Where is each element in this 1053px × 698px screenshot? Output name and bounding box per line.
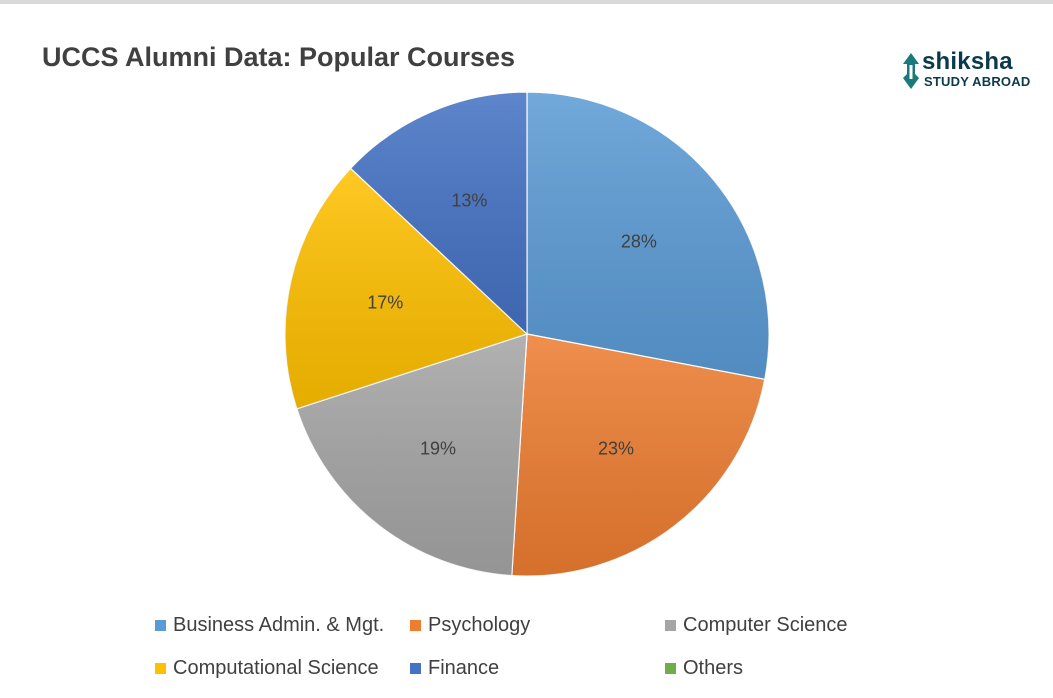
- legend-swatch: [410, 619, 421, 631]
- slice-computational-science-shading: [285, 168, 527, 409]
- data-label-psychology: 23%: [598, 439, 634, 459]
- slice-computer-science-shading: [296, 334, 527, 576]
- legend-label: Psychology: [428, 613, 531, 636]
- legend-swatch: [155, 662, 166, 674]
- legend-item-finance: Finance: [410, 656, 499, 680]
- data-label-computer-science: 19%: [420, 439, 456, 459]
- legend-label: Others: [683, 656, 744, 679]
- legend-item-psychology: Psychology: [410, 613, 530, 637]
- pie-data-labels: 28% 23% 19% 17% 13%: [367, 191, 657, 459]
- legend-swatch: [155, 619, 166, 631]
- slice-business-admin-mgt-shading: [527, 92, 769, 380]
- legend-item-computer-science: Computer Science: [665, 613, 848, 637]
- slice-computer-science: [296, 333, 528, 577]
- slice-computational-science: [284, 167, 529, 410]
- legend-swatch: [665, 662, 676, 674]
- legend-swatch: [410, 662, 421, 674]
- chart-title: UCCS Alumni Data: Popular Courses: [42, 42, 516, 72]
- pen-nib-icon: [903, 53, 919, 89]
- legend-label: Business Admin. & Mgt.: [173, 613, 385, 636]
- legend-item-others: Others: [665, 656, 743, 680]
- legend-swatch: [665, 619, 676, 631]
- data-label-computational-science: 17%: [367, 292, 403, 312]
- legend-label: Finance: [428, 656, 500, 679]
- data-label-business-admin-mgt: 28%: [621, 231, 657, 251]
- logo-subtitle: STUDY ABROAD: [924, 74, 1031, 89]
- slice-finance: [349, 91, 528, 336]
- slice-business-admin-mgt: [526, 91, 770, 381]
- top-divider: [0, 0, 1053, 4]
- legend-label: Computational Science: [173, 656, 379, 679]
- legend-item-computational-science: Computational Science: [155, 656, 379, 680]
- logo-wordmark: shiksha: [922, 48, 1013, 75]
- data-label-finance: 13%: [451, 191, 487, 211]
- slice-psychology: [511, 333, 766, 577]
- shiksha-logo: shiksha STUDY ABROAD: [900, 48, 1040, 94]
- slice-psychology-shading: [511, 334, 765, 576]
- legend-label: Computer Science: [683, 613, 848, 636]
- slice-finance-shading: [350, 92, 527, 334]
- legend-item-business-admin-mgt: Business Admin. & Mgt.: [155, 613, 384, 637]
- pie-slices: [284, 91, 770, 577]
